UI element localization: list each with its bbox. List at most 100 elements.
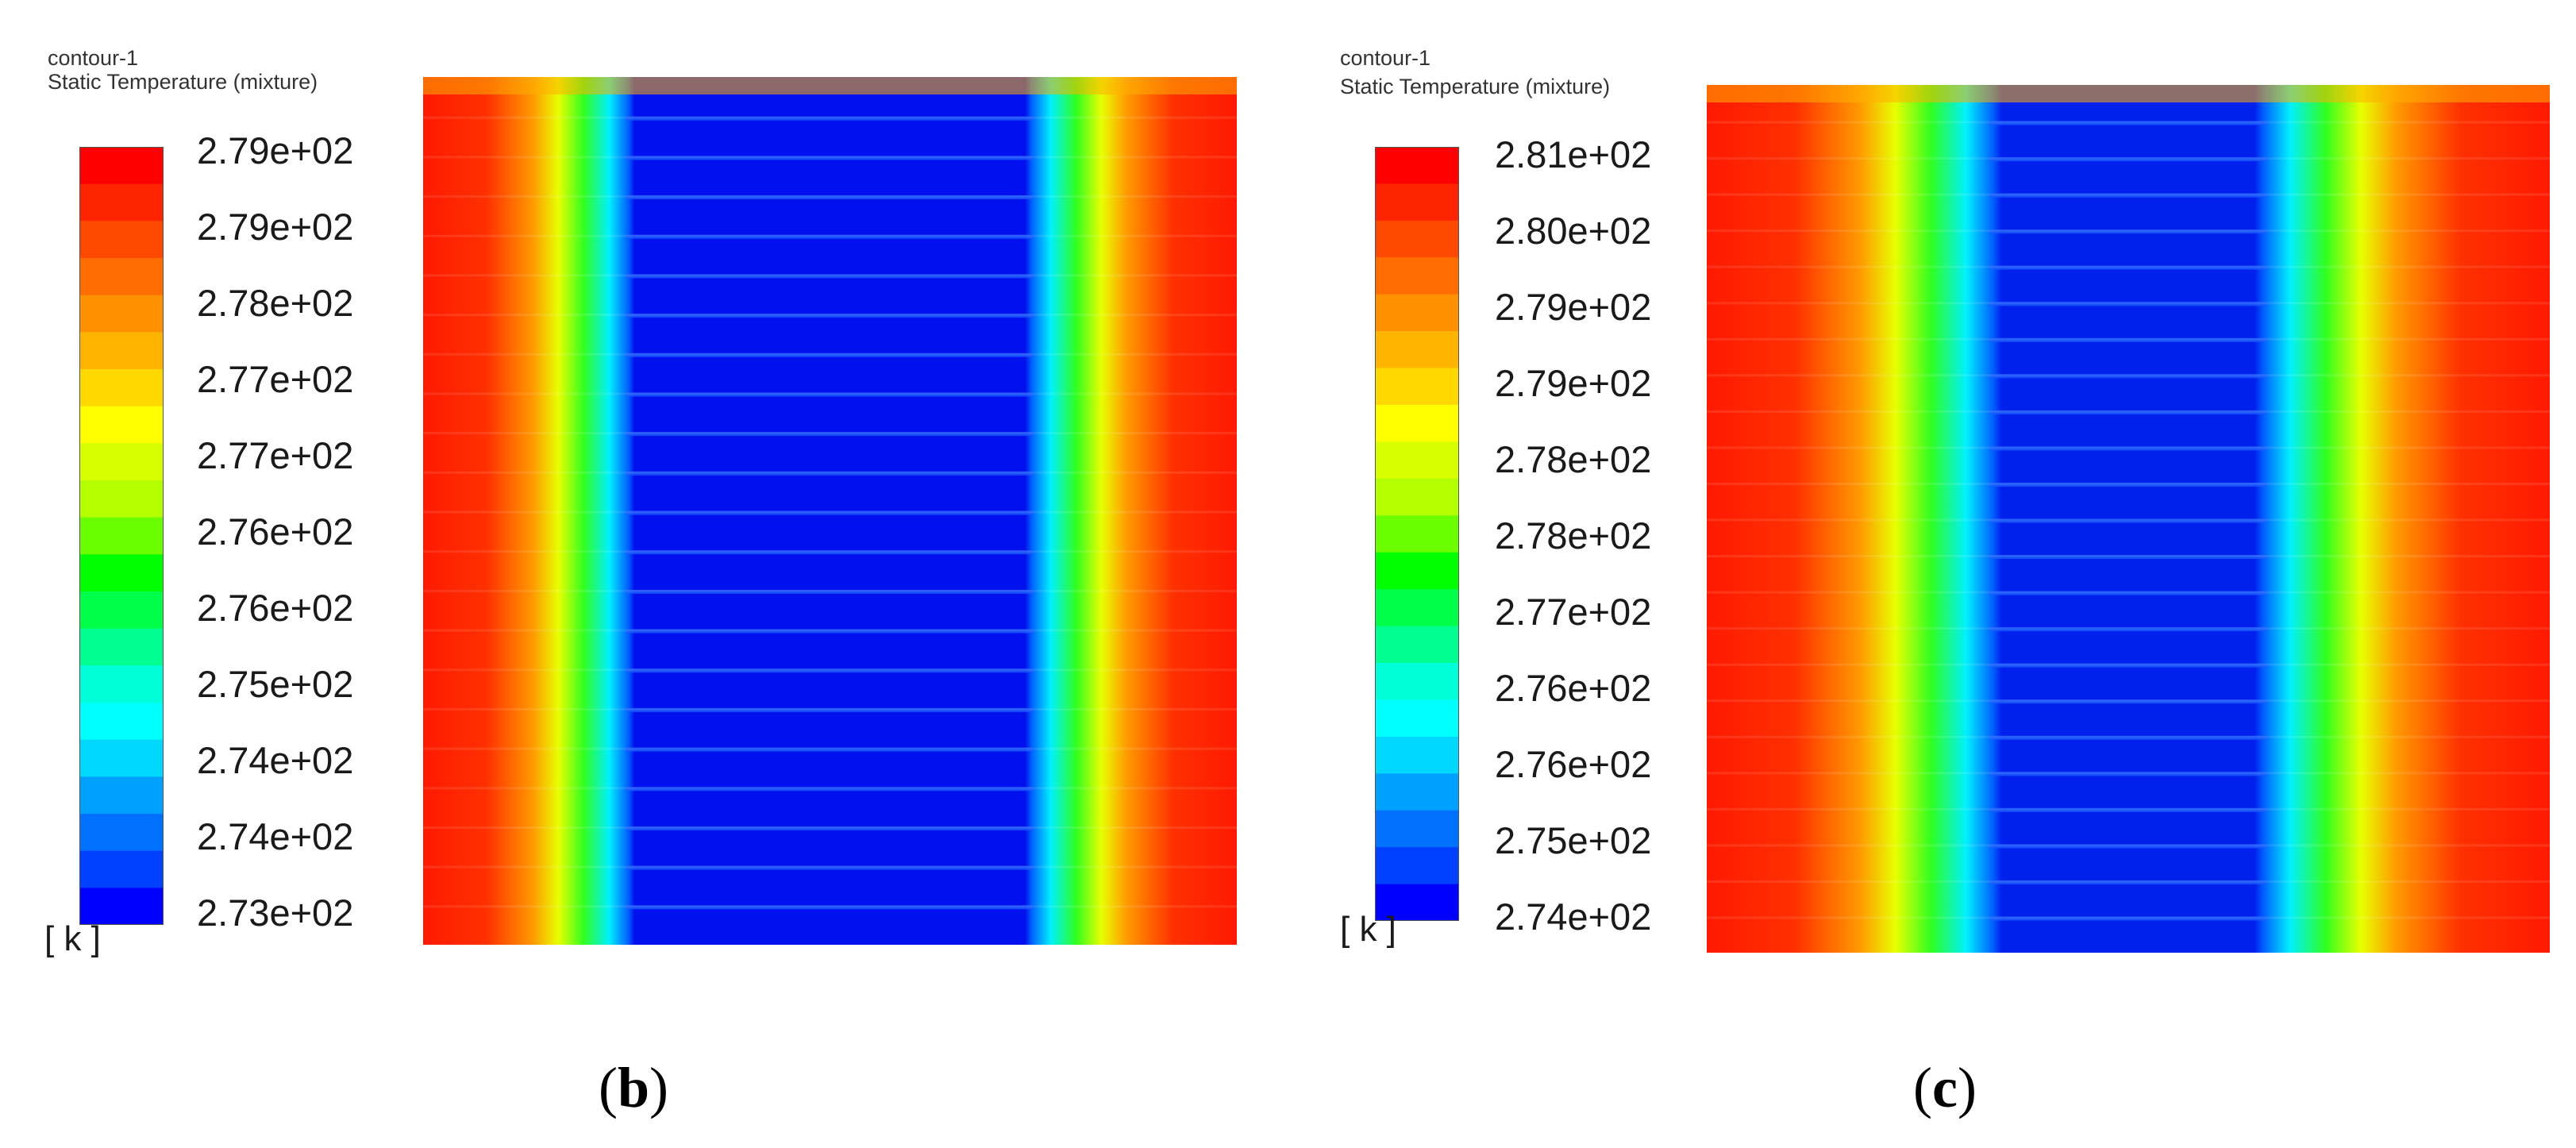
colorbar-band xyxy=(79,814,164,852)
core-band-line xyxy=(626,352,1034,357)
row-band-line xyxy=(1707,374,2550,377)
row-band-line xyxy=(423,550,1237,553)
colorbar-tick-label: 2.79e+02 xyxy=(197,129,354,171)
colorbar-band xyxy=(79,443,164,481)
core-band-line xyxy=(1989,627,2267,632)
colorbar-band xyxy=(79,221,164,259)
core-band-line xyxy=(626,510,1034,515)
core-band-line xyxy=(626,668,1034,673)
contour-variable: Static Temperature (mixture) xyxy=(1340,75,1611,98)
colorbar-tick-label: 2.75e+02 xyxy=(1495,819,1652,861)
colorbar-tick-label: 2.76e+02 xyxy=(197,510,354,553)
row-band-line xyxy=(1707,121,2550,124)
core-band-line xyxy=(1989,663,2267,668)
row-band-line xyxy=(1707,880,2550,883)
row-band-line xyxy=(1707,772,2550,775)
colorbar-band xyxy=(79,776,164,815)
row-band-line xyxy=(1707,807,2550,811)
core-band-line xyxy=(626,274,1034,279)
caption-letter: b xyxy=(617,1056,650,1119)
colorbar-band xyxy=(79,332,164,370)
core-band-line xyxy=(1989,446,2267,451)
colorbar-band xyxy=(79,888,164,925)
colorbar-band xyxy=(79,147,164,185)
unit-label: [ k ] xyxy=(1340,910,1396,949)
colorbar-tick-label: 2.78e+02 xyxy=(1495,514,1652,557)
core-band-line xyxy=(626,116,1034,121)
row-band-line xyxy=(1707,699,2550,703)
row-band-line xyxy=(423,668,1237,672)
colorbar-border xyxy=(1375,147,1459,921)
colorbar-border xyxy=(79,147,164,925)
colorbar-band xyxy=(79,739,164,777)
row-band-line xyxy=(423,510,1237,514)
row-band-line xyxy=(423,116,1237,119)
row-band-line xyxy=(1707,193,2550,196)
colorbar-tick-label: 2.76e+02 xyxy=(197,587,354,629)
colorbar-band xyxy=(79,406,164,444)
core-band-line xyxy=(626,195,1034,199)
colorbar-band xyxy=(1375,884,1459,921)
row-band-line xyxy=(1707,157,2550,160)
colorbar-band xyxy=(1375,773,1459,811)
row-band-line xyxy=(423,234,1237,237)
core-band-line xyxy=(1989,374,2267,379)
row-band-line xyxy=(423,392,1237,395)
colorbar-band xyxy=(1375,736,1459,774)
top-boundary-band xyxy=(423,77,1237,94)
colorbar-band xyxy=(1375,699,1459,738)
unit-label: [ k ] xyxy=(44,919,101,958)
top-boundary-band xyxy=(1707,85,2550,102)
row-band-line xyxy=(423,707,1237,711)
row-band-line xyxy=(1707,555,2550,557)
colorbar-band xyxy=(79,258,164,296)
colorbar-band xyxy=(79,703,164,741)
row-band-line xyxy=(423,274,1237,277)
core-band-line xyxy=(626,234,1034,239)
colorbar-band xyxy=(79,591,164,630)
caption-close-paren: ) xyxy=(649,1056,669,1119)
row-band-line xyxy=(423,865,1237,869)
caption-open-paren: ( xyxy=(1913,1056,1932,1119)
colorbar-tick-label: 2.76e+02 xyxy=(1495,743,1652,785)
row-band-line xyxy=(1707,302,2550,305)
row-band-line xyxy=(1707,844,2550,847)
row-band-line xyxy=(1707,627,2550,630)
core-band-line xyxy=(1989,193,2267,198)
colorbar-band xyxy=(79,183,164,222)
row-band-line xyxy=(1707,229,2550,233)
colorbar-band xyxy=(1375,368,1459,406)
core-band-line xyxy=(626,314,1034,318)
core-band-line xyxy=(626,747,1034,752)
colorbar-tick-label: 2.77e+02 xyxy=(197,358,354,400)
colorbar-band xyxy=(1375,331,1459,369)
core-band-line xyxy=(1989,121,2267,125)
temperature-contour-field xyxy=(1707,85,2550,953)
core-band-line xyxy=(1989,410,2267,414)
core-band-line xyxy=(1989,265,2267,270)
colorbar-band xyxy=(1375,441,1459,480)
core-band-line xyxy=(626,156,1034,160)
row-band-line xyxy=(1707,916,2550,919)
colorbar-band xyxy=(79,850,164,888)
core-band-line xyxy=(626,787,1034,792)
core-band-line xyxy=(1989,699,2267,704)
core-band-line xyxy=(626,905,1034,910)
row-band-line xyxy=(423,787,1237,790)
core-band-line xyxy=(626,471,1034,476)
colorbar-tick-label: 2.77e+02 xyxy=(1495,591,1652,633)
colorbar-band xyxy=(79,480,164,518)
colorbar-tick-label: 2.78e+02 xyxy=(197,282,354,324)
colorbar-tick-label: 2.79e+02 xyxy=(1495,286,1652,328)
colorbar-band xyxy=(1375,405,1459,443)
contour-variable: Static Temperature (mixture) xyxy=(48,70,318,94)
colorbar-band xyxy=(1375,663,1459,701)
colorbar-tick-label: 2.73e+02 xyxy=(197,892,354,934)
core-band-line xyxy=(626,865,1034,870)
core-band-line xyxy=(626,550,1034,555)
colorbar-tick-label: 2.74e+02 xyxy=(1495,896,1652,938)
core-band-line xyxy=(1989,844,2267,849)
colorbar-band xyxy=(1375,589,1459,627)
core-band-line xyxy=(1989,337,2267,342)
colorbar-band xyxy=(1375,847,1459,885)
